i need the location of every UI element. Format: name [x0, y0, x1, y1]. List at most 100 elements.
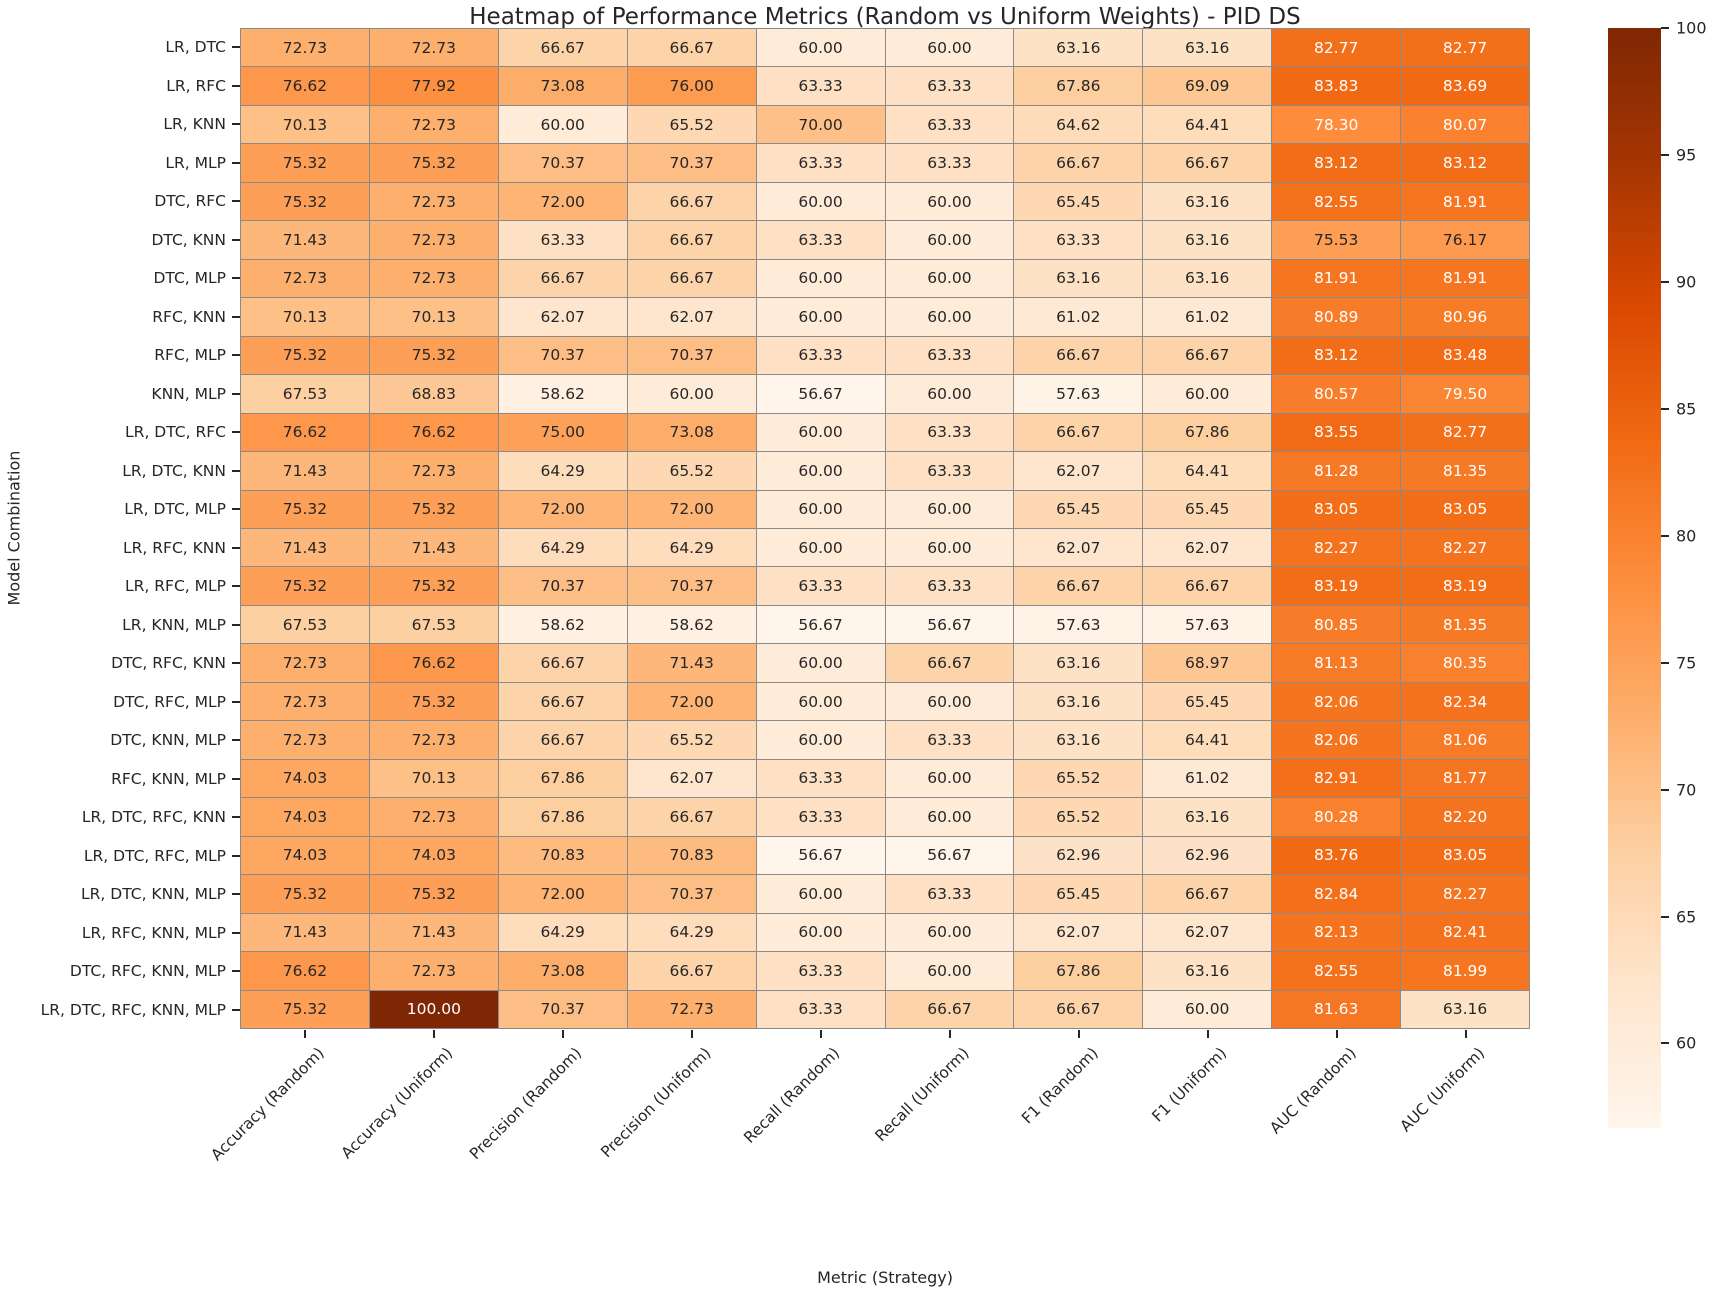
heatmap-cell: 66.67 — [498, 721, 627, 759]
heatmap-cell: 60.00 — [1143, 990, 1272, 1028]
heatmap-cell: 66.67 — [627, 952, 756, 990]
heatmap-cell: 74.03 — [241, 836, 369, 875]
heatmap-cell: 63.33 — [885, 67, 1014, 105]
y-tick-mark — [232, 777, 240, 780]
x-tick-mark — [303, 1030, 306, 1038]
heatmap-cell: 58.62 — [498, 605, 627, 644]
heatmap-cell: 63.16 — [1401, 990, 1529, 1028]
heatmap-cell: 67.86 — [498, 759, 627, 798]
heatmap-cell: 66.67 — [627, 259, 756, 298]
heatmap-cell: 83.05 — [1401, 836, 1529, 875]
heatmap-cell: 61.02 — [1143, 298, 1272, 336]
heatmap-cell: 66.67 — [1014, 990, 1143, 1028]
y-tick-mark — [232, 431, 240, 434]
heatmap-cell: 75.32 — [369, 875, 498, 913]
y-tick-mark — [232, 970, 240, 973]
heatmap-cell: 82.91 — [1272, 759, 1401, 798]
heatmap-cell: 61.02 — [1014, 298, 1143, 336]
colorbar-tick-label: 90 — [1676, 272, 1697, 292]
heatmap-cell: 62.07 — [627, 298, 756, 336]
heatmap-cell: 66.67 — [1143, 144, 1272, 182]
row-label: DTC, RFC, MLP — [113, 692, 226, 711]
heatmap-cell: 71.43 — [369, 529, 498, 567]
heatmap-cell: 72.00 — [627, 682, 756, 721]
heatmap-cell: 66.67 — [1014, 567, 1143, 605]
x-tick-mark — [819, 1030, 822, 1038]
heatmap-cell: 83.12 — [1272, 336, 1401, 375]
row-label: LR, DTC, MLP — [124, 500, 226, 519]
heatmap-cell: 75.32 — [241, 144, 369, 182]
heatmap-cell: 57.63 — [1143, 605, 1272, 644]
y-tick-mark — [232, 315, 240, 318]
heatmap-cell: 70.37 — [627, 336, 756, 375]
heatmap-cell: 72.73 — [369, 29, 498, 67]
heatmap-cell: 70.37 — [498, 990, 627, 1028]
heatmap-cell: 72.73 — [369, 221, 498, 259]
heatmap-cell: 71.43 — [241, 221, 369, 259]
colorbar-tick-label: 85 — [1676, 399, 1697, 419]
heatmap-cell: 72.73 — [369, 105, 498, 144]
heatmap-cell: 60.00 — [885, 913, 1014, 952]
colorbar — [1608, 28, 1661, 1128]
heatmap-cell: 63.33 — [885, 105, 1014, 144]
y-tick-mark — [232, 161, 240, 164]
heatmap-cell: 76.17 — [1401, 221, 1529, 259]
heatmap-cell: 67.86 — [1143, 413, 1272, 452]
colorbar-tick-label: 70 — [1676, 780, 1697, 800]
heatmap-cell: 56.67 — [885, 605, 1014, 644]
heatmap-cell: 83.05 — [1272, 490, 1401, 528]
heatmap-cell: 66.67 — [1143, 336, 1272, 375]
heatmap-cell: 65.45 — [1143, 490, 1272, 528]
heatmap-cell: 60.00 — [756, 529, 885, 567]
heatmap-cell: 60.00 — [885, 682, 1014, 721]
heatmap-cell: 80.07 — [1401, 105, 1529, 144]
column-label: Precision (Random) — [466, 1044, 586, 1164]
x-axis-title: Metric (Strategy) — [817, 1268, 953, 1287]
heatmap-cell: 60.00 — [885, 798, 1014, 836]
heatmap-cell: 83.55 — [1272, 413, 1401, 452]
y-tick-mark — [232, 1008, 240, 1011]
heatmap-cell: 62.07 — [498, 298, 627, 336]
heatmap-cell: 81.63 — [1272, 990, 1401, 1028]
heatmap-cell: 60.00 — [885, 529, 1014, 567]
heatmap-cell: 64.41 — [1143, 105, 1272, 144]
heatmap-cell: 73.08 — [627, 413, 756, 452]
heatmap-cell: 60.00 — [885, 759, 1014, 798]
heatmap-cell: 72.73 — [369, 182, 498, 221]
y-tick-mark — [232, 46, 240, 49]
row-label: RFC, KNN, MLP — [111, 769, 226, 788]
heatmap-cell: 63.33 — [885, 144, 1014, 182]
heatmap-cell: 74.03 — [369, 836, 498, 875]
heatmap-cell: 63.16 — [1014, 682, 1143, 721]
heatmap-cell: 65.45 — [1014, 490, 1143, 528]
column-label: Accuracy (Uniform) — [337, 1044, 457, 1163]
heatmap-cell: 63.33 — [756, 221, 885, 259]
heatmap-cell: 81.91 — [1401, 182, 1529, 221]
heatmap-cell: 65.52 — [1014, 759, 1143, 798]
heatmap-cell: 83.48 — [1401, 336, 1529, 375]
heatmap-cell: 82.27 — [1272, 529, 1401, 567]
heatmap-cell: 62.07 — [1143, 913, 1272, 952]
row-label: RFC, MLP — [154, 346, 226, 365]
heatmap-cell: 67.86 — [498, 798, 627, 836]
heatmap-cell: 62.07 — [1014, 913, 1143, 952]
x-tick-mark — [432, 1030, 435, 1038]
heatmap-cell: 75.32 — [241, 875, 369, 913]
heatmap-cell: 62.07 — [1014, 529, 1143, 567]
heatmap-cell: 82.27 — [1401, 529, 1529, 567]
y-tick-mark — [232, 508, 240, 511]
column-label: Precision (Uniform) — [596, 1044, 715, 1162]
heatmap-cell: 75.32 — [241, 490, 369, 528]
heatmap-cell: 74.03 — [241, 798, 369, 836]
heatmap-cell: 66.67 — [627, 29, 756, 67]
heatmap-cell: 72.73 — [241, 721, 369, 759]
heatmap-cell: 66.67 — [627, 182, 756, 221]
heatmap-cell: 72.73 — [369, 721, 498, 759]
heatmap-cell: 81.35 — [1401, 605, 1529, 644]
heatmap-cell: 63.16 — [1014, 721, 1143, 759]
heatmap-cell: 70.00 — [756, 105, 885, 144]
heatmap-cell: 66.67 — [885, 990, 1014, 1028]
heatmap-cell: 83.76 — [1272, 836, 1401, 875]
heatmap-cell: 64.29 — [498, 913, 627, 952]
heatmap-cell: 57.63 — [1014, 605, 1143, 644]
